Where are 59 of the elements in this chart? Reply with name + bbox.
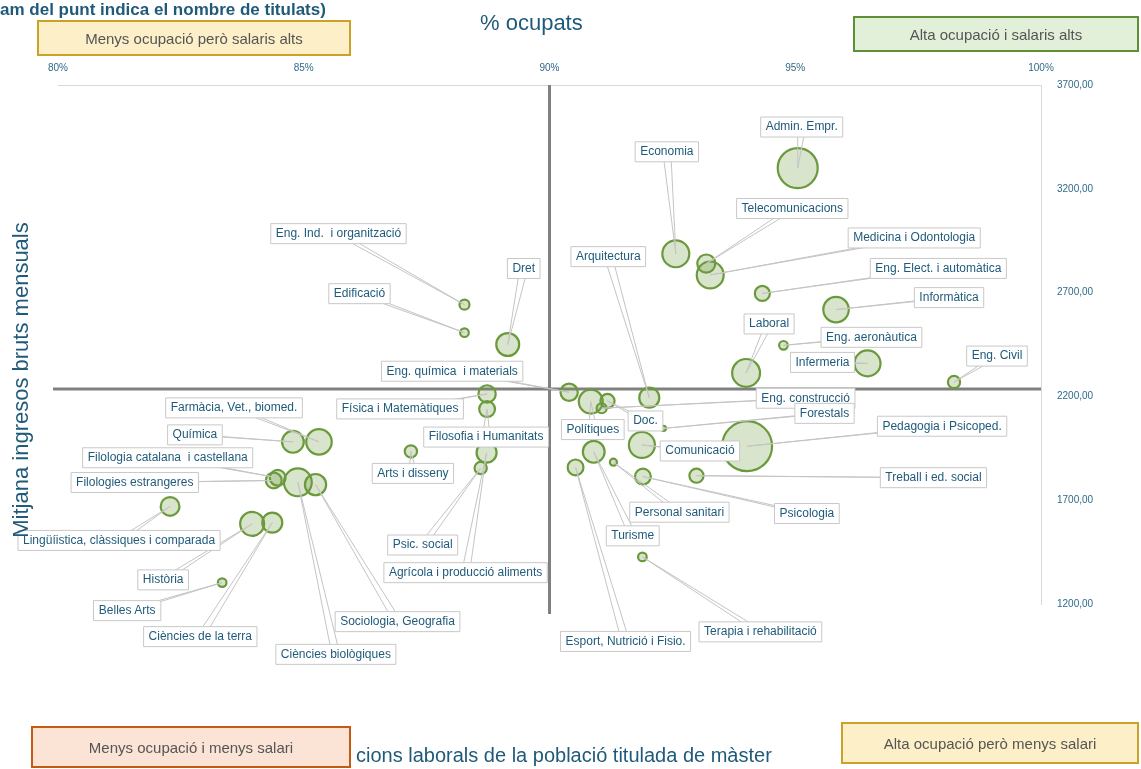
annotation: Física i Matemàtiques [341,401,459,416]
y-tick-label: 2200,00 [1057,390,1094,402]
annotation: Història [142,572,184,587]
x-tick-label: 95% [785,61,806,73]
text: Esport, Nutrició i Fisio. [565,633,686,648]
annotation: Turisme [611,528,655,543]
annotation: Economia [640,144,694,159]
annotation: Infermeria [795,354,850,369]
annotation: Personal sanitari [634,504,725,519]
x-axis-title: % ocupats [480,10,583,36]
annotation: Polítiques [566,421,620,436]
annotation: Eng. Elect. i automàtica [875,260,1002,275]
annotation: Treball i ed. social [885,470,982,485]
annotation: Filologia catalana i castellana [87,450,249,465]
text: Ciències biològiques [280,646,391,661]
annotation: Filologies estrangeres [76,474,194,489]
annotation: Psicologia [779,505,835,520]
annotation: Laboral [749,316,790,331]
annotation: Eng. Civil [971,348,1023,363]
annotation: Arts i disseny [377,465,449,480]
text: Menys ocupació i menys salari [31,726,351,768]
annotation: Informàtica [919,289,980,304]
y-tick-label: 3200,00 [1057,182,1094,194]
y-tick-label: 1700,00 [1057,493,1094,505]
annotation: Eng. construcció [761,390,851,405]
annotation: Química [172,427,218,442]
annotation: Doc. [633,413,658,428]
annotation: Edificació [333,285,386,300]
y-tick-label: 1200,00 [1057,597,1094,609]
text: Alta ocupació i salaris alts [853,16,1139,52]
y-tick-label: 2700,00 [1057,286,1094,298]
annotation: Forestals [799,405,850,420]
annotation: Agrícola i producció aliments [388,564,543,579]
text: am del punt indica el nombre de titulats) [0,0,326,20]
x-tick-label: 100% [1028,61,1054,73]
annotation: Eng. aeronàutica [826,329,918,344]
annotation: Farmàcia, Vet., biomed. [170,400,298,415]
annotation: Eng. Ind. i organització [275,225,402,240]
text: cions laborals de la població titulada de màster [356,744,772,767]
text: Terapia i rehabilitació [704,624,818,639]
annotation: Dret [512,260,536,275]
text: Ciències de la terra [148,628,253,643]
annotation: Comunicació [665,443,735,458]
annotation: Belles Arts [98,602,156,617]
x-tick-label: 90% [539,61,560,73]
text: Alta ocupació però menys salari [841,722,1139,764]
annotation: Telecomunicacions [741,200,843,215]
x-tick-label: 80% [47,61,69,73]
text: Menys ocupació però salaris alts [37,20,351,56]
annotation: Psic. social [392,537,453,552]
y-tick-label: 3700,00 [1057,78,1094,90]
annotation: Filosofia i Humanitats [428,429,544,444]
annotation: Medicina i Odontologia [853,230,976,245]
text: Sociologia, Geografia [340,613,456,628]
annotation: Arquitectura [575,248,641,263]
annotation: Admin. Empr. [765,119,838,134]
annotation: Eng. química i materials [386,363,518,378]
x-tick-label: 85% [293,61,314,73]
annotation: Pedagogia i Psicoped. [882,418,1002,433]
